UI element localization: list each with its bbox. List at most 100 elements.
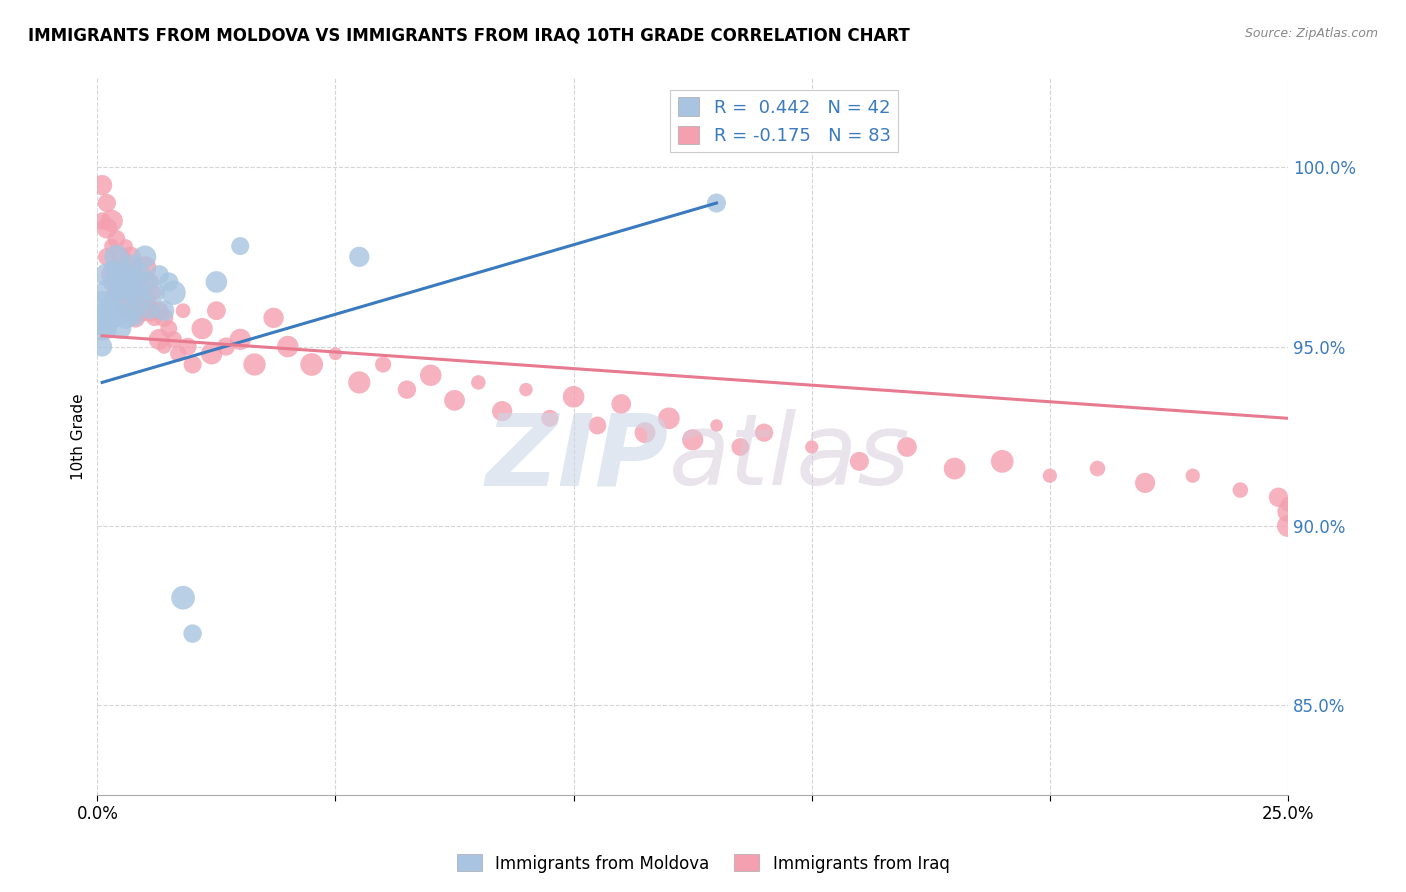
Point: [115, 293, 138, 307]
Text: Source: ZipAtlas.com: Source: ZipAtlas.com: [1244, 27, 1378, 40]
Point: [120, 275, 142, 289]
Point: [105, 310, 128, 325]
Point: [610, 397, 633, 411]
Point: [100, 275, 122, 289]
Point: [800, 440, 823, 454]
Point: [143, 310, 166, 325]
Point: [120, 303, 142, 318]
Point: [148, 303, 170, 318]
Point: [96, 321, 118, 335]
Point: [243, 358, 266, 372]
Point: [177, 340, 200, 354]
Point: [120, 303, 142, 318]
Point: [96, 250, 118, 264]
Point: [105, 260, 128, 275]
Point: [157, 321, 180, 335]
Point: [371, 358, 394, 372]
Text: atlas: atlas: [669, 409, 911, 507]
Point: [96, 221, 118, 235]
Point: [191, 321, 214, 335]
Point: [682, 433, 704, 447]
Point: [1039, 468, 1062, 483]
Point: [110, 321, 132, 335]
Point: [157, 275, 180, 289]
Point: [491, 404, 513, 418]
Point: [1277, 519, 1299, 533]
Point: [100, 310, 122, 325]
Point: [658, 411, 681, 425]
Point: [120, 260, 142, 275]
Point: [167, 347, 190, 361]
Point: [181, 358, 204, 372]
Point: [129, 275, 152, 289]
Point: [105, 268, 128, 282]
Point: [139, 303, 162, 318]
Point: [143, 285, 166, 300]
Point: [115, 310, 138, 325]
Point: [110, 296, 132, 310]
Point: [201, 347, 224, 361]
Point: [1133, 475, 1156, 490]
Point: [134, 293, 156, 307]
Point: [91, 303, 114, 318]
Point: [148, 268, 170, 282]
Point: [896, 440, 918, 454]
Point: [105, 285, 128, 300]
Point: [100, 268, 122, 282]
Point: [129, 303, 152, 318]
Point: [139, 275, 162, 289]
Legend: Immigrants from Moldova, Immigrants from Iraq: Immigrants from Moldova, Immigrants from…: [450, 847, 956, 880]
Point: [110, 250, 132, 264]
Point: [91, 321, 114, 335]
Point: [162, 332, 184, 346]
Point: [100, 260, 122, 275]
Point: [443, 393, 465, 408]
Point: [172, 303, 194, 318]
Point: [120, 250, 142, 264]
Point: [730, 440, 752, 454]
Point: [1267, 490, 1289, 504]
Point: [124, 310, 146, 325]
Point: [105, 285, 128, 300]
Point: [515, 383, 537, 397]
Point: [134, 250, 156, 264]
Point: [419, 368, 441, 383]
Point: [349, 376, 371, 390]
Point: [153, 303, 176, 318]
Point: [124, 285, 146, 300]
Point: [100, 214, 122, 228]
Point: [586, 418, 609, 433]
Point: [215, 340, 238, 354]
Point: [229, 332, 252, 346]
Point: [181, 626, 204, 640]
Text: ZIP: ZIP: [486, 409, 669, 507]
Point: [124, 310, 146, 325]
Point: [120, 282, 142, 296]
Point: [153, 310, 176, 325]
Point: [263, 310, 285, 325]
Point: [129, 293, 152, 307]
Point: [205, 303, 228, 318]
Point: [752, 425, 775, 440]
Point: [349, 250, 371, 264]
Point: [115, 239, 138, 253]
Point: [100, 296, 122, 310]
Point: [143, 285, 166, 300]
Point: [148, 332, 170, 346]
Point: [96, 285, 118, 300]
Point: [562, 390, 585, 404]
Legend: R =  0.442   N = 42, R = -0.175   N = 83: R = 0.442 N = 42, R = -0.175 N = 83: [671, 90, 898, 153]
Point: [1277, 505, 1299, 519]
Point: [91, 178, 114, 192]
Y-axis label: 10th Grade: 10th Grade: [72, 393, 86, 480]
Point: [991, 454, 1014, 468]
Point: [467, 376, 489, 390]
Point: [124, 260, 146, 275]
Text: IMMIGRANTS FROM MOLDOVA VS IMMIGRANTS FROM IRAQ 10TH GRADE CORRELATION CHART: IMMIGRANTS FROM MOLDOVA VS IMMIGRANTS FR…: [28, 27, 910, 45]
Point: [205, 275, 228, 289]
Point: [134, 275, 156, 289]
Point: [115, 268, 138, 282]
Point: [115, 268, 138, 282]
Point: [1229, 483, 1251, 497]
Point: [110, 303, 132, 318]
